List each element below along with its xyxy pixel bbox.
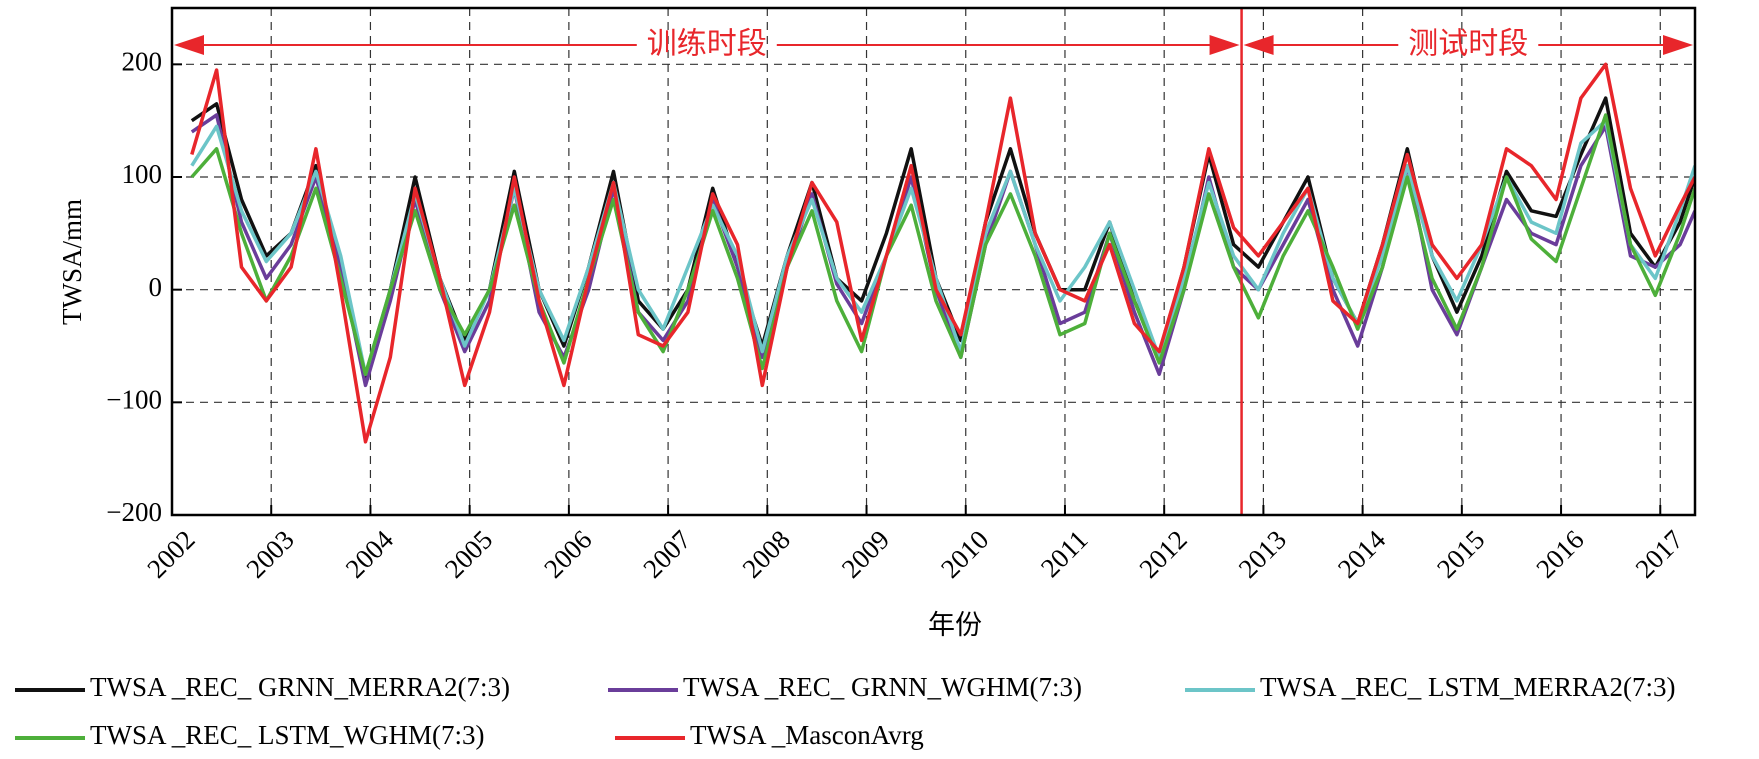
arrow-head: [1209, 35, 1240, 55]
series-line: [190, 96, 1695, 382]
legend-label: TWSA _REC_ GRNN_WGHM(7:3): [683, 672, 1082, 702]
x-tick-label: 2017: [1630, 524, 1689, 583]
x-axis-label: 年份: [928, 610, 982, 640]
y-axis-label: TWSA/mm: [57, 199, 87, 325]
x-tick-label: 2009: [836, 524, 895, 583]
legend-label: TWSA _REC_ LSTM_WGHM(7:3): [90, 720, 485, 750]
x-tick-label: 2011: [1035, 524, 1094, 583]
legend-label: TWSA _MasconAvrg: [690, 720, 924, 750]
x-tick-label: 2003: [240, 524, 299, 583]
annotation: 训练时段: [647, 27, 767, 62]
x-tick-label: 2015: [1431, 524, 1490, 583]
legend-label: TWSA _REC_ LSTM_MERRA2(7:3): [1260, 672, 1676, 702]
arrow-head: [1663, 35, 1693, 55]
series-line: [190, 113, 1695, 388]
arrow-head: [1243, 35, 1274, 55]
plot-frame: [170, 6, 1697, 517]
series-line: [190, 113, 1695, 376]
legend-label: TWSA _REC_ GRNN_MERRA2(7:3): [90, 672, 510, 702]
x-tick-label: 2008: [737, 524, 796, 583]
x-tick-label: 2006: [538, 524, 597, 583]
y-tick-label: −100: [106, 385, 162, 415]
x-tick-label: 2016: [1530, 524, 1589, 583]
y-tick-label: 100: [122, 159, 163, 189]
arrow-head: [174, 35, 204, 55]
y-tick-label: −200: [106, 497, 162, 527]
x-tick-label: 2013: [1233, 524, 1292, 583]
x-tick-label: 2007: [637, 524, 696, 583]
series-line: [190, 118, 1695, 376]
x-tick-label: 2010: [935, 524, 994, 583]
x-tick-label: 2002: [141, 524, 200, 583]
x-tick-label: 2004: [340, 524, 400, 584]
x-tick-label: 2005: [439, 524, 498, 583]
lines: [190, 62, 1695, 444]
y-tick-label: 200: [122, 47, 163, 77]
y-tick-label: 0: [149, 272, 163, 302]
x-tick-label: 2012: [1133, 524, 1192, 583]
annotation: 测试时段: [1408, 27, 1528, 62]
series-line: [190, 62, 1695, 444]
x-tick-label: 2014: [1332, 524, 1392, 584]
